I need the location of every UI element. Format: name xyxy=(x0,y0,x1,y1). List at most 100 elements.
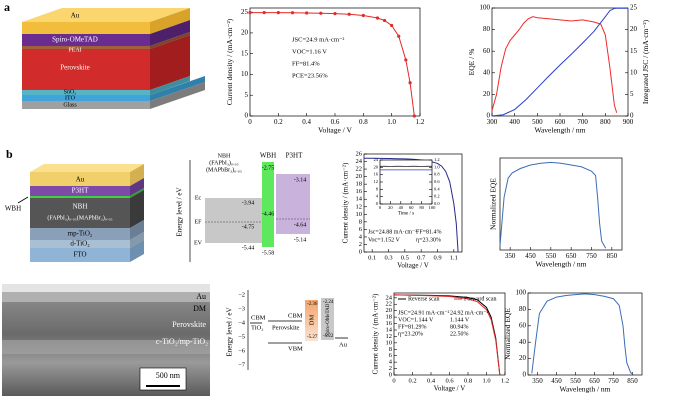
x-tick-label: 0.9 xyxy=(433,254,441,261)
y-tick-label: 4 xyxy=(389,359,393,366)
x-tick-label: 1.1 xyxy=(450,254,458,261)
layer-label: Au xyxy=(71,12,80,20)
device-stack-a: Au Spiro-OMeTAD PEAI Perovskite SnO₂ ITO… xyxy=(22,8,205,109)
y-tick-label: 25 xyxy=(241,8,249,16)
annotation: 24.92 mA·cm⁻² xyxy=(450,310,488,316)
y-tick-label: 6 xyxy=(389,352,393,359)
y-tick-label: 0 xyxy=(376,201,379,206)
annotation: PCE=23.56% xyxy=(292,72,328,79)
energy-diagram-c: −2 −3 −4 −5 −6 −7 Energy level / eV CBM … xyxy=(226,290,348,370)
y-tick-label: 100 xyxy=(480,4,491,12)
series-line xyxy=(491,16,618,113)
x-tick-label: 450 xyxy=(525,252,536,260)
y-tick-label: 80 xyxy=(483,25,491,33)
x-tick-label: 0 xyxy=(379,205,382,210)
label: VBM xyxy=(288,345,303,352)
y-tick-label: 60 xyxy=(519,321,527,329)
x-tick-label: 750 xyxy=(608,377,619,385)
plot-frame xyxy=(499,157,623,251)
label: WBH xyxy=(260,152,276,160)
y-tick-label: 12 xyxy=(374,179,379,184)
y-tick-label: 15 xyxy=(241,49,249,57)
x-tick-label: 550 xyxy=(546,252,557,260)
y-tick-label: 0 xyxy=(359,248,362,255)
level-value: -3.94 xyxy=(242,200,255,206)
y-tick-label: 6 xyxy=(359,226,363,233)
level-value: -5.27 xyxy=(307,335,318,340)
label: CBM xyxy=(288,312,303,319)
axis-label: Energy level / eV xyxy=(226,307,234,356)
annotation: η=23.30% xyxy=(416,237,441,243)
series-line xyxy=(499,161,607,249)
level-value: -4.64 xyxy=(294,222,307,228)
tick-label: −5 xyxy=(238,333,245,340)
layer-label: P3HT xyxy=(72,187,89,195)
y-axis-label: Current density / (mA·cm⁻²) xyxy=(341,162,349,243)
y-tick-label: 24 xyxy=(356,158,363,165)
y-tick-label: 12 xyxy=(356,203,363,210)
y-tick-label: 20 xyxy=(241,29,249,37)
x-tick-label: 0.8 xyxy=(359,118,368,126)
y-tick-label: 8 xyxy=(376,186,379,191)
y-tick-label: 80 xyxy=(519,305,527,313)
axis-label: Energy level / eV xyxy=(176,187,184,236)
label: EV xyxy=(194,240,203,246)
label: EF xyxy=(194,219,202,225)
data-point xyxy=(404,58,408,62)
label: P3HT xyxy=(286,152,303,160)
label: DM xyxy=(308,315,315,326)
annotation: VOC=1.144 V xyxy=(398,317,434,323)
layer-label: FTO xyxy=(73,251,86,259)
data-point xyxy=(248,10,252,15)
y2-tick-label: 20 xyxy=(630,25,638,33)
annotation: η=23.20% xyxy=(398,331,423,337)
level-value: -3.14 xyxy=(294,177,307,183)
y-tick-label: 20 xyxy=(356,173,363,180)
x-tick-label: 400 xyxy=(509,118,520,126)
y-tick-label: 16 xyxy=(356,188,363,195)
y-tick-label: 24 xyxy=(386,294,393,301)
annotation: VOC=1.16 V xyxy=(292,48,327,55)
layer-label: Perovskite xyxy=(60,64,90,72)
legend-label: Reverse scan xyxy=(408,296,440,302)
x-axis-label: Wavelength / nm xyxy=(559,384,610,393)
level-value: -2.75 xyxy=(262,165,275,171)
layer-label: NBH xyxy=(73,203,88,211)
label: Spiro-OMeTAD xyxy=(326,303,331,336)
annotation: JSC=24.9 mA·cm⁻² xyxy=(292,36,344,43)
data-point xyxy=(361,13,365,18)
y-axis-label: Normalized EQE xyxy=(503,308,512,360)
tick-label: −6 xyxy=(238,347,246,354)
y-tick-label: 10 xyxy=(386,339,393,346)
annotation: FF=81.4% xyxy=(292,60,320,67)
y-tick-label: 2 xyxy=(359,241,362,248)
x-tick-label: 1.2 xyxy=(501,377,509,384)
x-tick-label: 1.2 xyxy=(416,118,425,126)
label: NBH xyxy=(218,153,231,159)
y-tick-label: 0 xyxy=(245,112,249,120)
y2-tick-label: 0.4 xyxy=(434,186,440,191)
x-tick-label: 0.8 xyxy=(464,377,472,384)
x-tick-label: 800 xyxy=(600,118,611,126)
y-tick-label: 26 xyxy=(356,150,363,157)
label: Au xyxy=(339,341,348,348)
x-axis-label: Voltage / V xyxy=(397,261,429,269)
y-tick-label: 12 xyxy=(386,333,393,340)
annotation: JSC=24.91 mA·cm⁻² xyxy=(398,310,450,316)
y2-tick-label: 0.0 xyxy=(434,201,440,206)
label: TiO₂ xyxy=(251,324,264,331)
y-tick-label: 16 xyxy=(374,172,379,177)
plot-frame xyxy=(491,7,629,117)
x-tick-label: 20 xyxy=(388,205,393,210)
x-tick-label: 0.7 xyxy=(417,254,426,261)
data-point xyxy=(412,114,416,118)
x-tick-label: 0.6 xyxy=(331,118,340,126)
annotation: 22.50% xyxy=(450,331,469,337)
y-tick-label: 40 xyxy=(483,68,491,76)
data-point xyxy=(319,11,323,15)
annotation: Voc=1.152 V xyxy=(368,237,400,243)
x-axis-label: Wavelength / nm xyxy=(535,259,586,268)
x-axis-label: Wavelength / nm xyxy=(534,125,585,134)
y-tick-label: 20 xyxy=(374,164,379,169)
